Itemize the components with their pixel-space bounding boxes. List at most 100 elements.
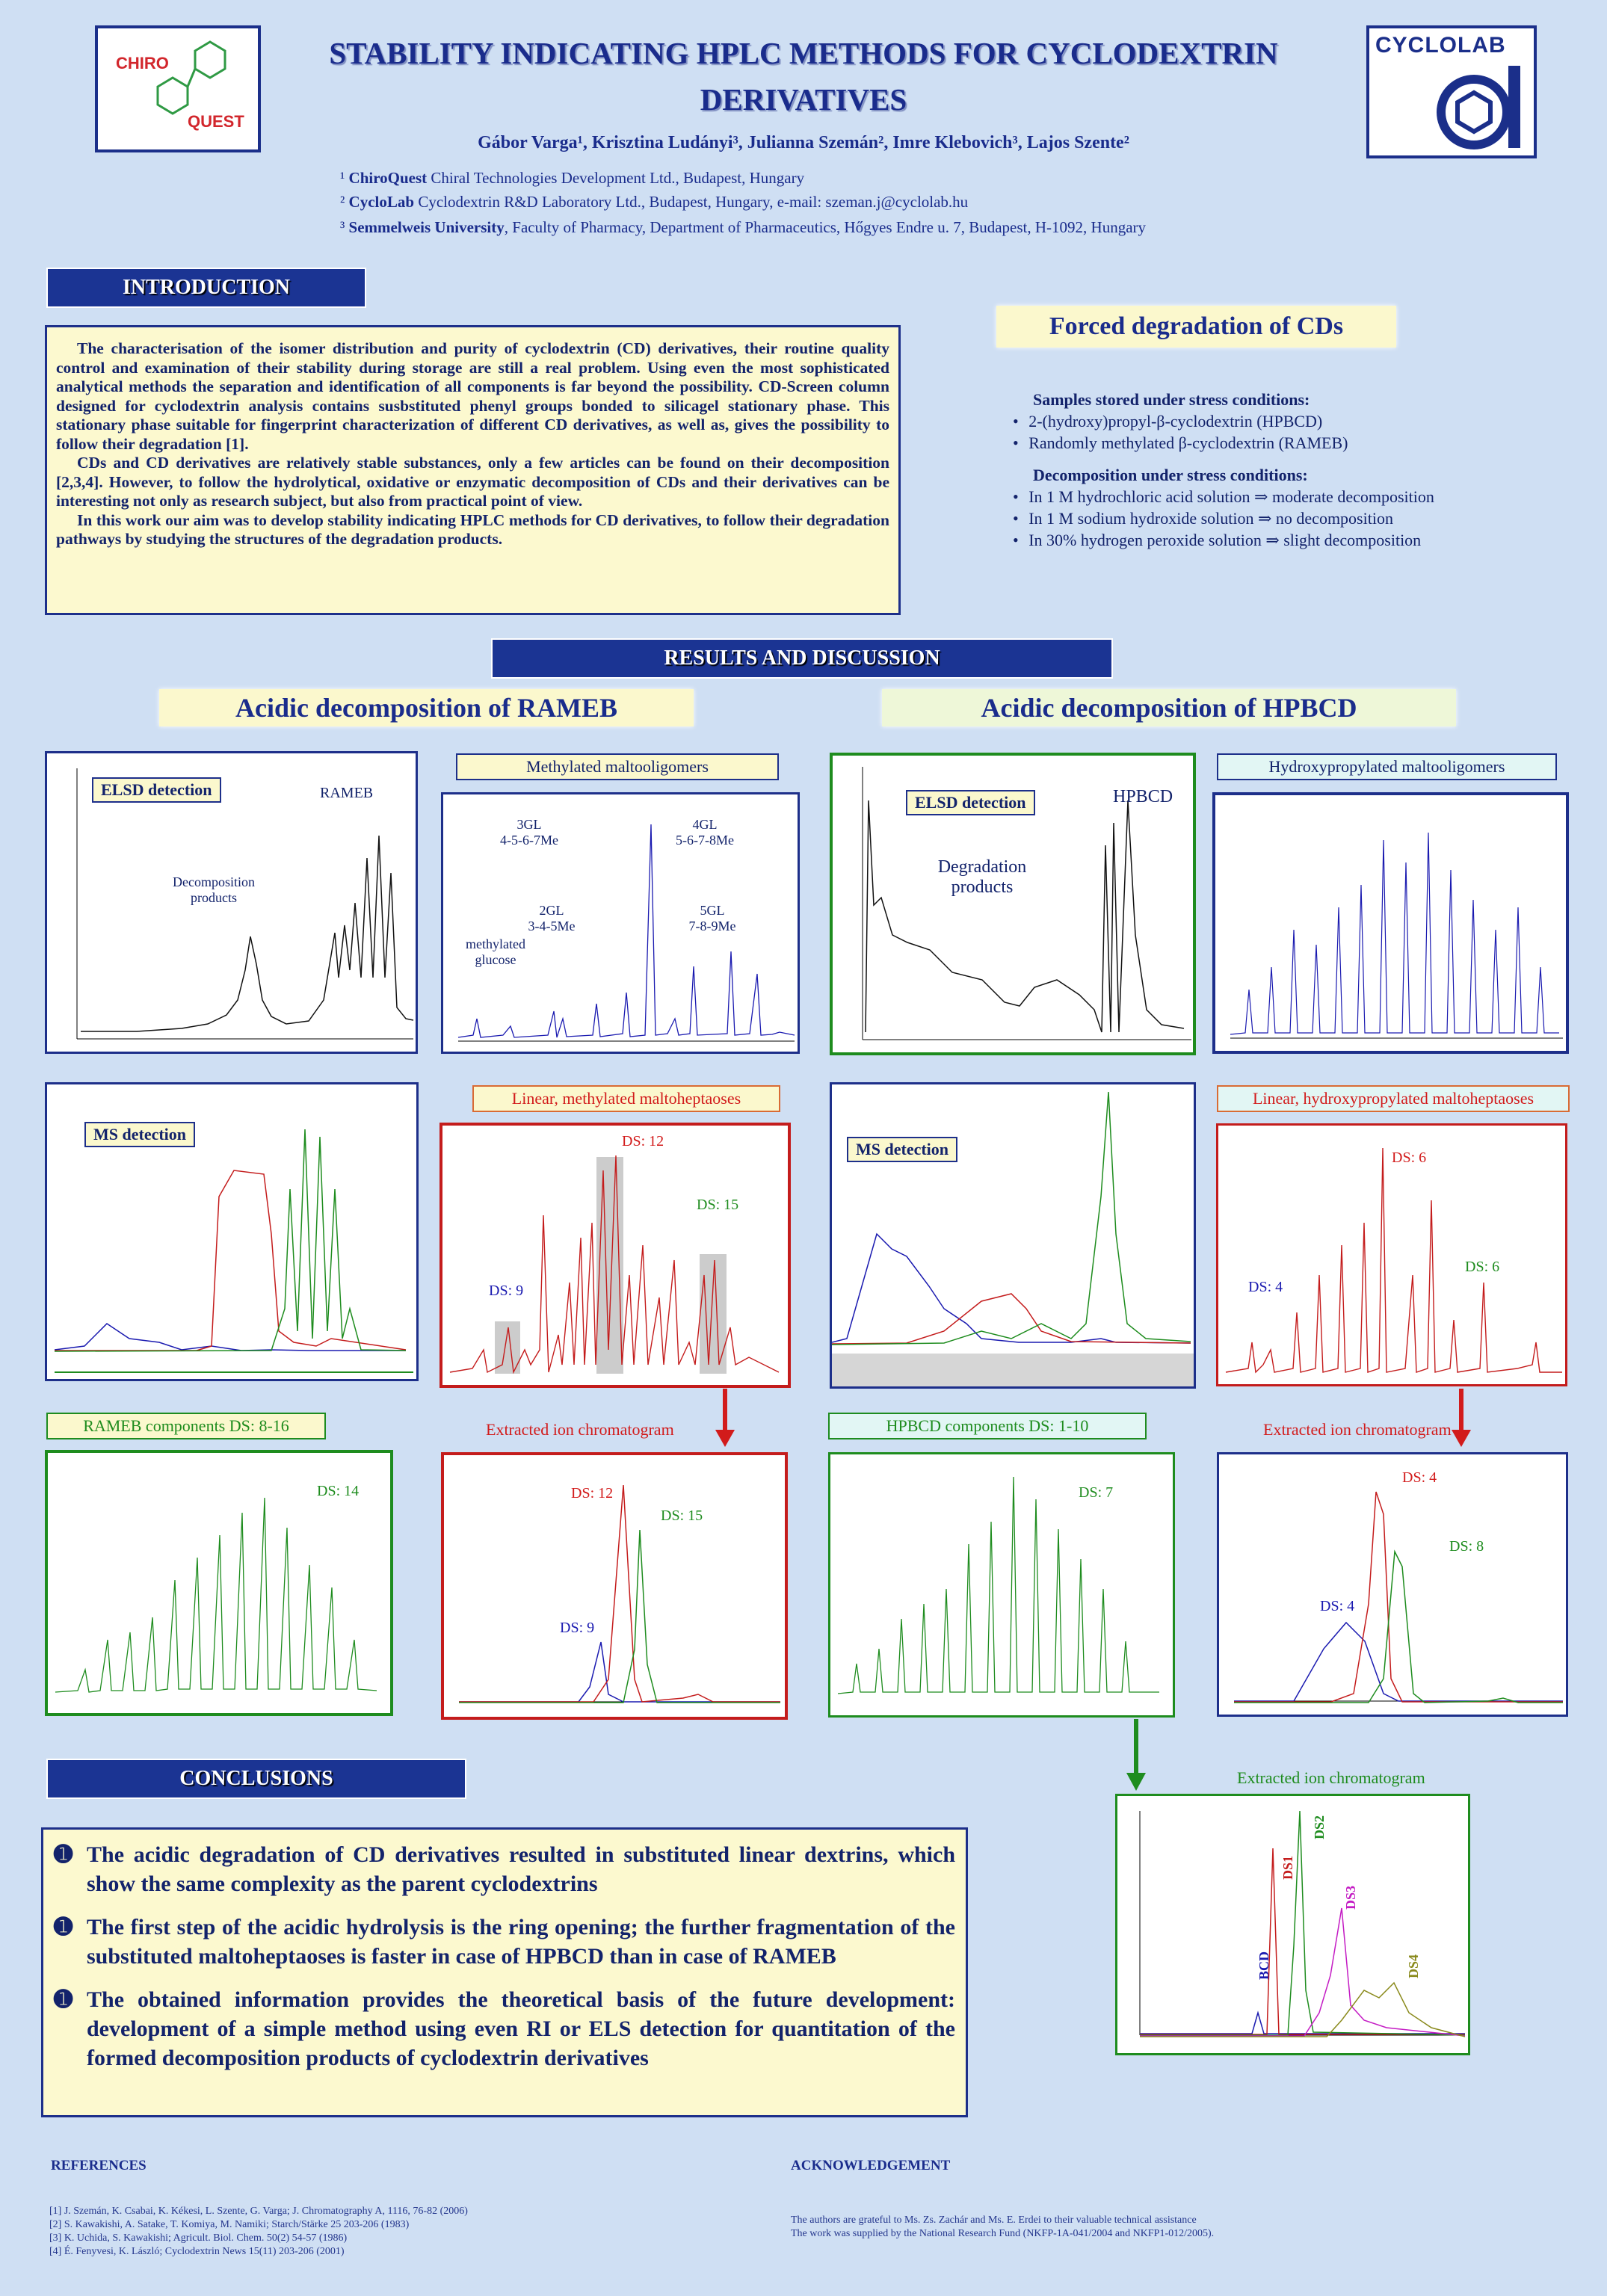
- ds9-label: DS: 9: [560, 1620, 595, 1636]
- hpbcd-components-label: HPBCD components DS: 1-10: [828, 1413, 1147, 1439]
- ms-detection-label: MS detection: [84, 1122, 196, 1147]
- linear-hydroxypropylated-plot: [1225, 1147, 1562, 1374]
- ds14-label: DS: 14: [317, 1483, 360, 1499]
- title-line-1: STABILITY INDICATING HPLC METHODS FOR CY…: [329, 36, 1278, 70]
- hpbcd-section-title: Acidic decomposition of HPBCD: [882, 689, 1456, 726]
- methylated-maltooligomers-plot: [457, 824, 795, 1042]
- linear-hydroxypropylated-maltoheptaoses-label: Linear, hydroxypropylated maltoheptaoses: [1217, 1085, 1570, 1112]
- decomp-item: In 1 M hydrochloric acid solution ⇒ mode…: [1013, 486, 1536, 507]
- ds12-label: DS: 12: [571, 1485, 614, 1502]
- down-arrow-icon: [1126, 1719, 1146, 1791]
- ds6-label: DS: 6: [1392, 1149, 1427, 1166]
- decomposition-products-label: Decomposition products: [173, 874, 255, 905]
- chiroquest-logo: CHIRO QUEST: [95, 25, 261, 152]
- rameb-ms-plot: [54, 1129, 413, 1373]
- reference-item: [2] S. Kawakishi, A. Satake, T. Komiya, …: [49, 2219, 410, 2230]
- acknowledgement-line: The authors are grateful to Ms. Zs. Zach…: [791, 2215, 1197, 2226]
- hpbcd-eic-plot: [1234, 1491, 1563, 1703]
- ds4-label: DS: 4: [1320, 1598, 1355, 1614]
- rameb-components-plot: [55, 1497, 377, 1693]
- gl5-label: 5GL 7-8-9Me: [688, 903, 736, 933]
- introduction-box: The characterisation of the isomer distr…: [45, 325, 901, 615]
- elsd-detection-label: ELSD detection: [92, 777, 221, 803]
- linear-methylated-chromatogram: DS: 12 DS: 15 DS: 9: [439, 1123, 791, 1388]
- rameb-components-chromatogram: DS: 14: [45, 1450, 393, 1716]
- conclusion-text: The obtained information provides the th…: [87, 1987, 955, 2070]
- chiroquest-logo-bottom: QUEST: [188, 112, 244, 131]
- decomp-item: In 30% hydrogen peroxide solution ⇒ slig…: [1013, 529, 1536, 551]
- conclusions-heading: CONCLUSIONS: [46, 1759, 466, 1799]
- gl2-label: 2GL 3-4-5Me: [528, 903, 576, 933]
- rameb-eic-chromatogram: DS: 12 DS: 15 DS: 9: [441, 1452, 788, 1720]
- sample-item: 2-(hydroxy)propyl-β-cyclodextrin (HPBCD): [1013, 410, 1536, 432]
- references-heading: REFERENCES: [51, 2158, 146, 2173]
- ds4-label: DS: 4: [1402, 1469, 1437, 1486]
- cyclolab-logo: CYCLOLAB: [1366, 25, 1537, 158]
- conclusion-item: ➊ The acidic degradation of CD derivative…: [54, 1840, 955, 1898]
- acknowledgement-line: The work was supplied by the National Re…: [791, 2228, 1215, 2239]
- aff-org: Semmelweis University: [348, 218, 505, 236]
- conclusions-list: ➊ The acidic degradation of CD derivative…: [54, 1840, 955, 2073]
- eic-label-1: Extracted ion chromatogram: [486, 1420, 674, 1439]
- ds4-label: DS: 4: [1248, 1279, 1283, 1295]
- conclusion-text: The first step of the acidic hydrolysis …: [87, 1915, 955, 1969]
- chiroquest-logo-top: CHIRO: [116, 54, 169, 72]
- hydroxypropylated-maltooligomers-label: Hydroxypropylated maltooligomers: [1217, 753, 1557, 780]
- methylated-maltooligomers-chromatogram: 3GL 4-5-6-7Me 4GL 5-6-7-8Me 2GL 3-4-5Me 5GL…: [441, 792, 800, 1054]
- numbered-bullet-icon: ➊: [54, 1842, 73, 1867]
- affiliation-2: ² CycloLab Cyclodextrin R&D Laboratory L…: [340, 193, 968, 212]
- aff-rest: , Faculty of Pharmacy, Department of Pha…: [504, 218, 1147, 236]
- numbered-bullet-icon: ➊: [54, 1915, 73, 1939]
- rameb-elsd-chromatogram: ELSD detection RAMEB Decomposition produ…: [45, 751, 418, 1054]
- hpbcd-eic-chromatogram: DS: 4 DS: 8 DS: 4: [1217, 1452, 1568, 1717]
- rameb-eic-plot: [459, 1484, 780, 1703]
- methylated-maltooligomers-label: Methylated maltooligomers: [456, 753, 779, 780]
- chiroquest-molecule-icon: [156, 40, 226, 115]
- decomp-heading: Decomposition under stress conditions:: [1033, 466, 1308, 484]
- hpbcd-ms-chromatogram: MS detection: [830, 1082, 1196, 1389]
- aff-num: ¹: [340, 169, 345, 187]
- ms-detection-label: MS detection: [847, 1137, 958, 1162]
- hpbcd-components-plot: [837, 1476, 1159, 1694]
- results-heading: RESULTS AND DISCUSSION: [491, 638, 1113, 679]
- title-line-2: DERIVATIVES: [700, 82, 907, 117]
- rameb-components-label: RAMEB components DS: 8-16: [46, 1413, 326, 1439]
- aff-rest: Chiral Technologies Development Ltd., Bu…: [427, 169, 805, 187]
- eic-label-2: Extracted ion chromatogram: [1263, 1420, 1452, 1439]
- affiliation-3: ³ Semmelweis University, Faculty of Phar…: [340, 218, 1146, 237]
- forced-degradation-body: Samples stored under stress conditions: …: [1013, 389, 1536, 551]
- final-eic-chromatogram: BCD DS1 DS2 DS3 DS4: [1115, 1794, 1470, 2055]
- linear-methylated-plot: [449, 1155, 780, 1374]
- ds1-label: DS1: [1280, 1855, 1295, 1880]
- conclusions-box: ➊ The acidic degradation of CD derivative…: [41, 1827, 968, 2117]
- numbered-bullet-icon: ➊: [54, 1987, 73, 2012]
- gl4-label: 4GL 5-6-7-8Me: [676, 817, 734, 848]
- hpbcd-ms-plot: [832, 1091, 1194, 1386]
- poster-title: STABILITY INDICATING HPLC METHODS FOR CY…: [269, 30, 1338, 123]
- decomp-list: In 1 M hydrochloric acid solution ⇒ mode…: [1013, 486, 1536, 551]
- decomp-item: In 1 M sodium hydroxide solution ⇒ no de…: [1013, 507, 1536, 529]
- ds6-label: DS: 6: [1465, 1259, 1500, 1275]
- authors: Gábor Varga¹, Krisztina Ludányi³, Julian…: [478, 133, 1129, 152]
- forced-degradation-title: Forced degradation of CDs: [996, 306, 1396, 348]
- cyclolab-ring-icon: [1437, 66, 1520, 149]
- acknowledgement-heading: ACKNOWLEDGEMENT: [791, 2158, 951, 2173]
- intro-paragraph: The characterisation of the isomer distr…: [56, 339, 889, 453]
- affiliation-1: ¹ ChiroQuest Chiral Technologies Develop…: [340, 169, 804, 188]
- hpbcd-elsd-plot: [862, 767, 1191, 1040]
- rameb-ms-chromatogram: MS detection: [45, 1082, 419, 1381]
- eic-label-3: Extracted ion chromatogram: [1237, 1768, 1425, 1787]
- conclusion-text: The acidic degradation of CD derivatives…: [87, 1842, 955, 1896]
- sample-item: Randomly methylated β-cyclodextrin (RAME…: [1013, 432, 1536, 454]
- aff-num: ²: [340, 193, 345, 211]
- linear-methylated-maltoheptaoses-label: Linear, methylated maltoheptaoses: [472, 1085, 780, 1112]
- methylated-glucose-label: methylated glucose: [466, 936, 525, 967]
- ds2-label: DS2: [1312, 1815, 1327, 1839]
- hydroxypropylated-maltooligomers-plot: [1230, 832, 1563, 1039]
- ds7-label: DS: 7: [1079, 1484, 1114, 1501]
- gl3-label: 3GL 4-5-6-7Me: [500, 817, 558, 848]
- conclusion-item: ➊ The first step of the acidic hydrolysis…: [54, 1913, 955, 1971]
- rameb-elsd-plot: [76, 768, 414, 1040]
- rameb-section-title: Acidic decomposition of RAMEB: [159, 689, 694, 726]
- reference-item: [4] É. Fenyvesi, K. László; Cyclodextrin…: [49, 2246, 345, 2257]
